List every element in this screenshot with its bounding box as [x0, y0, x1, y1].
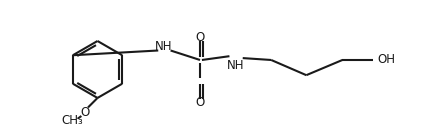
Text: NH: NH — [155, 40, 173, 53]
Text: O: O — [195, 31, 205, 44]
Text: NH: NH — [227, 59, 245, 72]
Text: O: O — [81, 106, 90, 119]
Text: O: O — [195, 96, 205, 109]
Text: CH₃: CH₃ — [61, 114, 83, 127]
Text: OH: OH — [378, 54, 396, 67]
